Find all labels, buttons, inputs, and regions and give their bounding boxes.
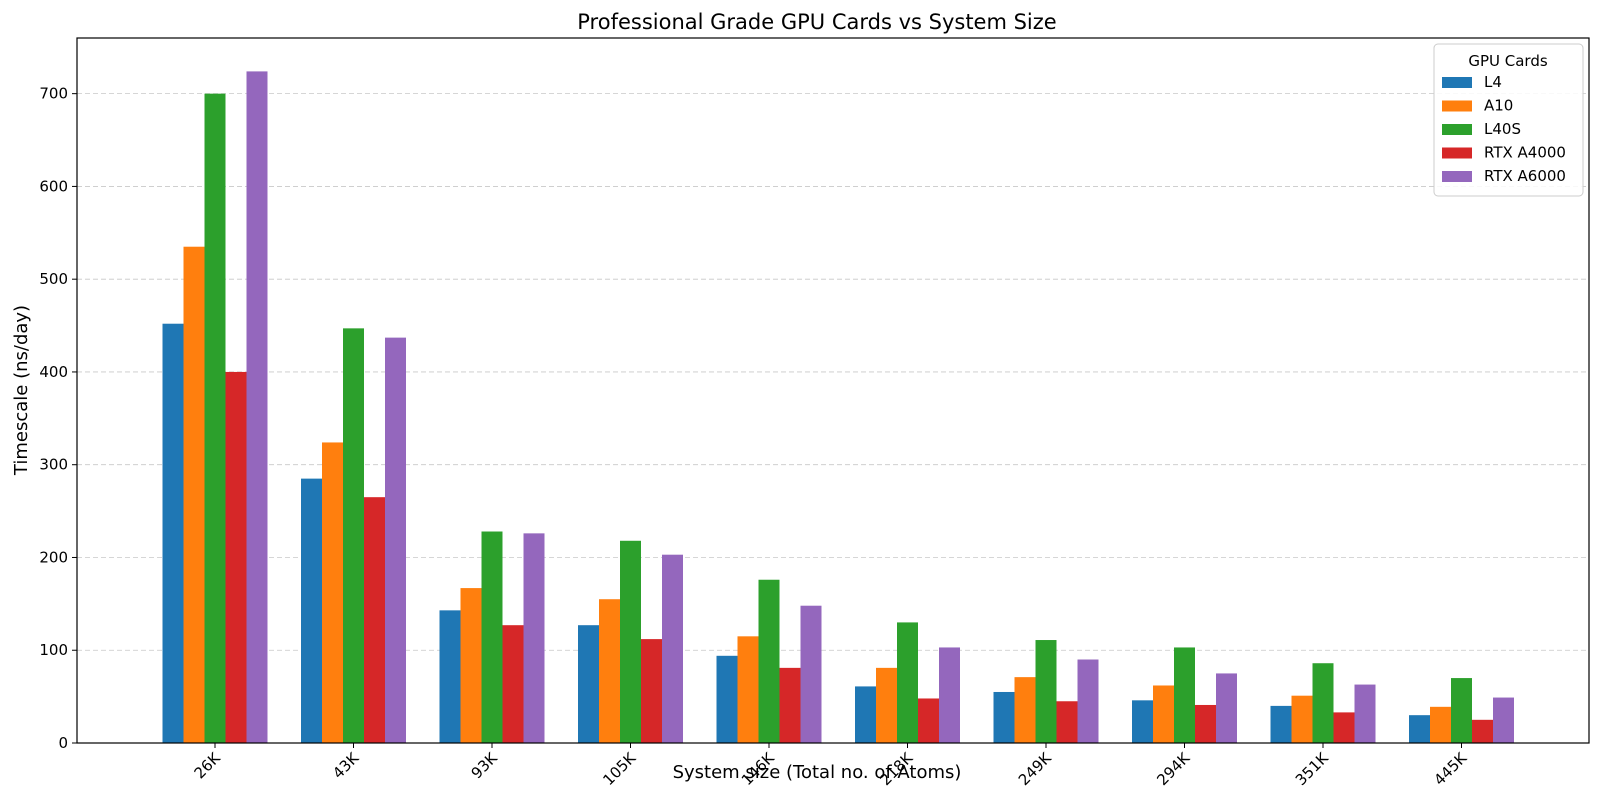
y-tick-label: 200 <box>39 548 68 566</box>
bar-l4-26k <box>162 323 184 743</box>
bar-l4-146k <box>716 655 738 743</box>
bar-l4-351k <box>1270 705 1292 743</box>
bar-rtx-a6000-105k <box>662 554 683 743</box>
bar-rtx-a6000-26k <box>246 71 268 744</box>
bar-l4-445k <box>1409 715 1430 743</box>
bar-rtx-a6000-43k <box>385 337 406 743</box>
x-tick-label: 93K <box>468 748 502 782</box>
bar-rtx-a6000-93k <box>523 533 545 743</box>
bar-l4-249k <box>993 691 1015 743</box>
y-tick-label: 100 <box>39 641 68 659</box>
legend-label: L4 <box>1484 73 1502 91</box>
legend-label: RTX A4000 <box>1484 144 1566 162</box>
bar-rtx-a6000-294k <box>1216 673 1237 743</box>
bar-rtx-a4000-146k <box>779 667 801 743</box>
bar-l4-93k <box>439 610 461 743</box>
plot-frame <box>76 37 1590 744</box>
legend-swatch <box>1442 124 1472 135</box>
y-tick-label: 500 <box>39 270 68 288</box>
bar-rtx-a4000-294k <box>1195 704 1216 743</box>
bar-l40s-146k <box>758 579 780 743</box>
legend-items: L4 A10 L40S RTX A4000 RTX A6000 <box>1442 73 1566 185</box>
bar-l40s-249k <box>1035 640 1057 743</box>
bar-a10-218k <box>876 667 897 743</box>
bar-l40s-218k <box>897 622 918 743</box>
legend: GPU Cards L4 A10 L40S RTX A4000 RTX A6000 <box>1433 43 1584 197</box>
bar-a10-445k <box>1430 706 1451 743</box>
bar-rtx-a4000-249k <box>1056 701 1078 743</box>
bar-l4-43k <box>301 478 322 743</box>
x-tick-label: 43K <box>329 748 363 782</box>
bar-a10-351k <box>1291 695 1313 743</box>
bar-a10-26k <box>183 246 205 743</box>
bar-l40s-294k <box>1174 647 1195 743</box>
legend-title: GPU Cards <box>1468 52 1548 70</box>
bar-l40s-43k <box>343 328 364 743</box>
x-tick-label: 26K <box>191 748 225 782</box>
bar-rtx-a6000-445k <box>1493 697 1514 743</box>
bar-l4-294k <box>1132 700 1153 743</box>
y-tick-label: 0 <box>58 734 68 752</box>
y-axis-ticks: 0 100 200 300 400 500 600 700 <box>39 85 77 752</box>
y-axis-label: Timescale (ns/day) <box>11 305 32 476</box>
legend-swatch <box>1442 171 1472 182</box>
y-tick-label: 400 <box>39 363 68 381</box>
bar-rtx-a6000-249k <box>1077 659 1099 743</box>
x-tick-label: 105K <box>599 748 640 789</box>
bar-l40s-351k <box>1312 663 1334 743</box>
bar-l40s-445k <box>1451 678 1472 743</box>
bar-rtx-a4000-26k <box>225 371 247 743</box>
bar-rtx-a4000-351k <box>1333 712 1355 743</box>
bar-l40s-105k <box>620 540 641 743</box>
bar-rtx-a4000-93k <box>502 625 524 743</box>
x-axis-label: System size (Total no. of Atoms) <box>673 762 962 783</box>
bar-rtx-a6000-146k <box>800 605 822 743</box>
bar-l4-105k <box>578 625 599 743</box>
bar-l4-218k <box>855 686 876 743</box>
bar-rtx-a6000-218k <box>939 647 960 743</box>
bar-a10-146k <box>737 636 759 743</box>
bar-a10-43k <box>322 442 343 743</box>
legend-label: A10 <box>1484 97 1513 115</box>
x-tick-label: 249K <box>1015 748 1056 789</box>
legend-swatch <box>1442 77 1472 88</box>
x-tick-label: 445K <box>1430 748 1471 789</box>
bar-rtx-a4000-445k <box>1472 719 1493 743</box>
bar-a10-294k <box>1153 685 1174 743</box>
legend-label: L40S <box>1484 120 1521 138</box>
bar-l40s-26k <box>204 93 226 743</box>
legend-swatch <box>1442 100 1472 112</box>
bar-a10-249k <box>1014 677 1036 743</box>
bar-a10-105k <box>599 599 620 743</box>
chart-title: Professional Grade GPU Cards vs System S… <box>577 10 1056 34</box>
bars <box>162 71 1514 744</box>
bar-l40s-93k <box>481 531 503 743</box>
bar-rtx-a4000-43k <box>364 497 385 743</box>
legend-swatch <box>1442 147 1472 159</box>
bar-rtx-a4000-218k <box>918 698 939 743</box>
legend-label: RTX A6000 <box>1484 167 1566 185</box>
bar-rtx-a6000-351k <box>1354 684 1376 743</box>
y-tick-label: 700 <box>39 85 68 103</box>
bar-a10-93k <box>460 588 482 743</box>
bar-rtx-a4000-105k <box>641 639 662 743</box>
y-tick-label: 600 <box>39 177 68 195</box>
x-tick-label: 294K <box>1153 748 1194 789</box>
x-tick-label: 351K <box>1292 748 1333 789</box>
y-tick-label: 300 <box>39 456 68 474</box>
